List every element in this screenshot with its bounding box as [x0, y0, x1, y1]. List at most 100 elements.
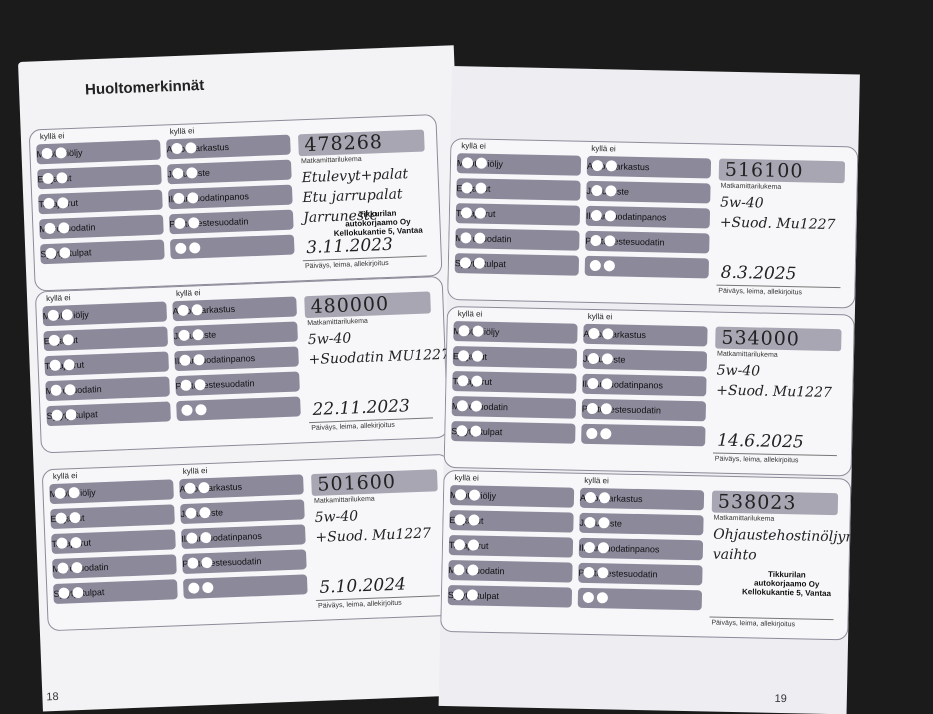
checklist-item: Etujarrut — [456, 178, 581, 201]
checklist-item: Jarruneste — [173, 321, 298, 347]
date: 22.11.2023 — [312, 396, 411, 420]
handwritten-note: 5w-40 — [314, 508, 359, 526]
handwritten-note: +Suod. Mu1227 — [719, 214, 836, 234]
yes-no-label: kyllä ei — [584, 475, 609, 486]
service-entry: kyllä ei kyllä ei MoottoriöljyEtujarrutTak… — [440, 469, 855, 641]
checklist-item: Ilmansuodatinpanos — [167, 184, 293, 210]
page-title: Huoltomerkinnät — [84, 76, 205, 99]
signature-caption: Päiväys, leima, allekirjoitus — [718, 287, 803, 297]
checklist-item: Ilmansuodatinpanos — [174, 346, 299, 372]
checklist-item: Ilmansuodatinpanos — [181, 524, 306, 550]
checklist-item — [182, 574, 308, 600]
checklist-item: Takajarrut — [448, 535, 574, 558]
checklist-item: Etujarrut — [449, 510, 574, 533]
handwritten-note: Ohjaustehostinöljyn — [713, 526, 855, 546]
checklist-item: Jarruneste — [579, 512, 704, 536]
checklist-item: Sytytystulpat — [447, 585, 573, 608]
checklist-item: Mikrosuodatin — [448, 560, 573, 583]
yes-no-label: kyllä ei — [182, 466, 208, 476]
checklist-item: Auton tarkastus — [579, 487, 705, 511]
checklist-item: Jarruneste — [586, 180, 711, 204]
checklist-item: Jarruneste — [167, 159, 292, 185]
checklist-item: Moottoriöljy — [36, 139, 161, 165]
checklist-item: Etujarrut — [37, 164, 162, 190]
date: 14.6.2025 — [717, 430, 804, 453]
handwritten-note: Etu jarrupalat — [302, 186, 403, 207]
odometer-caption: Matkamittarilukema — [716, 350, 778, 359]
left-page: Huoltomerkinnät 18 kyllä ei kyllä ei Moott… — [18, 45, 479, 712]
odometer-caption: Matkamittarilukema — [713, 514, 775, 523]
signature-caption: Päiväys, leima, allekirjoitus — [304, 259, 389, 271]
signature-caption: Päiväys, leima, allekirjoitus — [311, 421, 396, 433]
no-circle — [600, 428, 612, 440]
yes-no-label: kyllä ei — [169, 126, 195, 137]
date: 8.3.2025 — [720, 262, 797, 285]
checklist-item: Takajarrut — [455, 203, 581, 226]
checklist-item: Auton tarkastus — [172, 296, 297, 322]
checklist-item: Etujarrut — [43, 326, 169, 352]
stamp: Tikkurilan autokorjaamo Oy Kellokukantie 5… — [333, 208, 423, 238]
checklist-item: Jarruneste — [582, 348, 708, 372]
checklist-item: Polttonestesuodatin — [182, 549, 307, 575]
odometer: 501600 — [311, 469, 438, 497]
no-circle — [189, 242, 201, 254]
checklist-item — [581, 423, 706, 447]
page-number: 18 — [46, 690, 59, 704]
odometer-caption: Matkamittarilukema — [300, 155, 362, 166]
checklist-item: Etujarrut — [452, 346, 578, 369]
odometer-caption: Matkamittarilukema — [720, 182, 782, 191]
checklist-item: Jarruneste — [180, 499, 305, 525]
checklist-item: Polttonestesuodatin — [578, 562, 703, 586]
stamp-line: Kellokukantie 5, Vantaa — [741, 587, 832, 599]
checklist-item: Etujarrut — [50, 504, 175, 530]
yes-circle — [589, 259, 601, 272]
checklist-item: Moottoriöljy — [449, 485, 575, 508]
yes-no-label: kyllä ei — [591, 143, 616, 154]
yes-no-label: kyllä ei — [454, 473, 479, 483]
date: 3.11.2023 — [305, 234, 394, 259]
checklist-item: Sytytystulpat — [46, 401, 171, 427]
odometer: 538023 — [711, 490, 839, 516]
checklist-item: Sytytystulpat — [451, 421, 576, 444]
odometer: 478268 — [297, 129, 425, 157]
checklist-item — [577, 587, 703, 611]
handwritten-note: Etulevyt+palat — [301, 166, 409, 187]
handwritten-note: +Suod. Mu1227 — [315, 525, 432, 546]
odometer: 516100 — [718, 158, 846, 184]
yes-circle — [582, 591, 595, 604]
checklist-item: Takajarrut — [44, 351, 169, 377]
odometer: 480000 — [304, 291, 431, 319]
stamp: Tikkurilan autokorjaamo Oy Kellokukantie 5… — [742, 569, 831, 598]
no-circle — [202, 581, 214, 594]
checklist-item: Ilmansuodatinpanos — [578, 537, 704, 561]
yes-circle — [181, 404, 193, 416]
checklist-item: Polttonestesuodatin — [585, 230, 710, 254]
checklist-item: Ilmansuodatinpanos — [585, 205, 711, 229]
checklist-item: Auton tarkastus — [586, 155, 712, 179]
checklist-item: Polttonestesuodatin — [581, 398, 707, 422]
checklist-item: Moottoriöljy — [49, 479, 174, 505]
page-number: 19 — [774, 692, 787, 706]
yes-no-label: kyllä ei — [587, 311, 613, 322]
handwritten-note: 5w-40 — [307, 330, 352, 349]
yes-no-label: kyllä ei — [457, 309, 483, 319]
checklist-item — [176, 396, 301, 422]
checklist-item: Sytytystulpat — [40, 239, 165, 265]
no-circle — [195, 404, 207, 416]
checklist-item: Mikrosuodatin — [455, 228, 580, 251]
checklist-item: Polttonestesuodatin — [175, 371, 300, 397]
checklist-item: Sytytystulpat — [454, 253, 580, 276]
yes-circle — [188, 582, 200, 594]
handwritten-note: +Suodatin MU1227 — [308, 346, 451, 369]
checklist-item: Ilmansuodatinpanos — [582, 373, 707, 397]
yes-no-label: kyllä ei — [175, 288, 201, 299]
yes-no-label: kyllä ei — [461, 141, 486, 151]
checklist-item: Auton tarkastus — [583, 323, 708, 347]
checklist-item: Moottoriöljy — [453, 321, 578, 344]
yes-no-label: kyllä ei — [45, 293, 71, 304]
